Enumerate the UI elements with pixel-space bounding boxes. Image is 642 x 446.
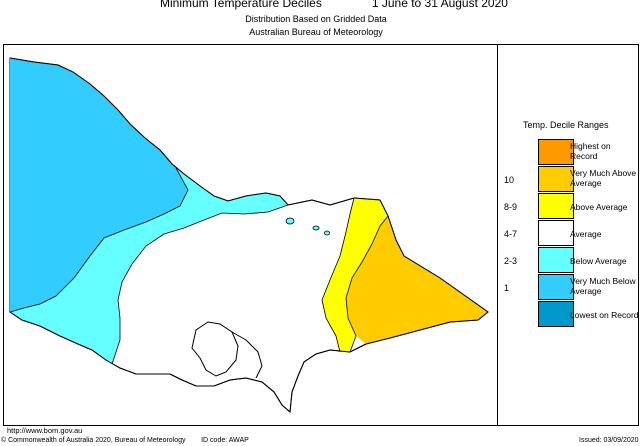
legend-swatch [538,274,574,300]
footer-credit: © Commonwealth of Australia 2020, Bureau… [1,437,249,444]
lake-2 [312,225,320,231]
map-frame [3,44,639,426]
legend-range: 1 [504,283,510,293]
legend-swatch [538,193,574,219]
id-code-text: ID code: AWAP [201,437,249,444]
subtitle-distribution: Distribution Based on Gridded Data [245,14,387,24]
period-text: 1 June to 31 August 2020 [371,0,508,10]
legend-swatch [538,139,574,165]
legend-swatch [538,166,574,192]
issued-date: Issued: 03/09/2020 [579,437,639,444]
legend-swatch [538,247,574,273]
website-url[interactable]: http://www.bom.gov.au [7,426,83,435]
legend-swatch [538,220,574,246]
subtitle-agency: Australian Bureau of Meteorology [249,27,383,37]
legend-range: 10 [504,175,515,185]
victoria-map [9,57,489,414]
legend-label: Lowest on Record [570,310,639,320]
legend-range: 4-7 [504,229,518,239]
legend-range: 8-9 [504,202,518,212]
region-very-much-above-average [346,200,488,344]
legend-divider [497,44,498,426]
title-text: Minimum Temperature Deciles [160,0,322,10]
legend-range: 2-3 [504,256,518,266]
lake-1 [285,217,295,225]
region-very-much-below-average [10,58,188,312]
legend-label: Average [570,229,602,239]
legend-label: Highest on Record [570,141,611,161]
legend-label: Above Average [570,202,628,212]
lake-3 [324,230,330,236]
map-title: Minimum Temperature Deciles 1 June to 31 … [160,0,508,10]
legend-label: Very Much Below Average [570,276,636,296]
legend-label: Very Much Above Average [570,168,637,188]
port-phillip-bay [191,321,239,377]
legend-swatch [538,301,574,327]
region-above-average [322,198,388,352]
legend-title: Temp. Decile Ranges [523,120,609,130]
copyright-text: © Commonwealth of Australia 2020, Bureau… [1,437,186,444]
legend-label: Below Average [570,256,627,266]
